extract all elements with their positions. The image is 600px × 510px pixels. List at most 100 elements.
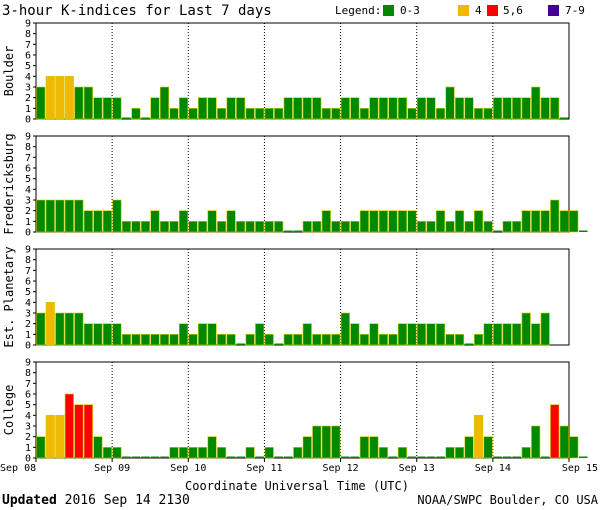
k-bar	[159, 86, 170, 120]
panel-frame	[35, 135, 570, 233]
k-bar	[502, 456, 512, 458]
k-bar	[540, 210, 550, 233]
k-bar	[64, 312, 74, 346]
k-bar	[493, 97, 503, 120]
x-tick-label: Sep 11	[246, 463, 282, 474]
k-bar	[236, 343, 245, 345]
k-bar	[454, 447, 465, 459]
k-bar	[378, 447, 388, 459]
k-bar	[131, 456, 141, 458]
k-bar	[454, 210, 465, 233]
k-bar	[521, 210, 531, 233]
y-tick-label: 3	[25, 83, 31, 94]
k-bar	[454, 334, 465, 346]
k-bar	[255, 108, 265, 120]
panel-frame	[35, 248, 570, 346]
k-bar	[55, 312, 65, 346]
y-tick-label: 7	[25, 153, 31, 164]
y-tick-label: 3	[25, 309, 31, 320]
k-bar	[579, 456, 588, 458]
k-bar	[207, 436, 217, 459]
k-bar	[445, 447, 455, 459]
k-bar	[178, 97, 189, 120]
k-bar	[350, 456, 360, 458]
panel-frame	[35, 361, 570, 459]
k-bar	[150, 456, 160, 458]
k-bar	[426, 221, 436, 233]
k-bar	[445, 334, 455, 346]
footer-updated: Updated 2016 Sep 14 2130	[2, 493, 190, 508]
k-bar	[45, 76, 55, 120]
y-tick-label: 4	[25, 185, 31, 196]
k-bar	[264, 447, 274, 459]
k-bar	[121, 221, 131, 233]
k-bar	[159, 334, 170, 346]
k-bar	[531, 323, 541, 346]
k-bar	[302, 323, 312, 346]
k-bar	[93, 97, 103, 120]
k-bar	[245, 334, 255, 346]
k-bar	[55, 415, 65, 459]
k-bar	[207, 210, 217, 233]
y-tick-label: 0	[25, 228, 31, 239]
y-tick-label: 2	[25, 319, 31, 330]
k-bar	[178, 447, 189, 459]
k-bar	[45, 199, 55, 233]
k-bar	[426, 97, 436, 120]
y-tick-label: 9	[25, 245, 31, 256]
k-bar	[331, 425, 341, 459]
k-bar	[550, 404, 560, 459]
k-bar	[112, 323, 122, 346]
k-bar	[531, 210, 541, 233]
panel-label: Fredericksburg	[2, 133, 16, 234]
k-bar	[559, 117, 569, 119]
y-tick-label: 4	[25, 72, 31, 83]
y-tick-label: 6	[25, 164, 31, 175]
panel-label: Boulder	[2, 46, 16, 97]
k-bar	[435, 108, 446, 120]
k-bar	[331, 334, 341, 346]
k-bar	[217, 447, 227, 459]
k-bar	[64, 393, 74, 459]
k-bar	[312, 334, 322, 346]
k-bar	[198, 323, 208, 346]
y-tick-label: 2	[25, 432, 31, 443]
k-bar	[302, 97, 312, 120]
k-bar	[264, 334, 274, 346]
y-tick-label: 6	[25, 390, 31, 401]
k-bar	[531, 425, 541, 459]
k-bar	[388, 210, 398, 233]
k-bar	[150, 97, 160, 120]
k-bar	[378, 334, 388, 346]
y-tick-label: 4	[25, 411, 31, 422]
k-bar	[559, 425, 569, 459]
k-bar	[340, 221, 350, 233]
k-bar	[36, 312, 46, 346]
k-bar	[83, 323, 93, 346]
k-bar	[454, 97, 465, 120]
k-bar	[321, 425, 331, 459]
k-bar	[540, 312, 550, 346]
y-tick-label: 3	[25, 422, 31, 433]
k-bar	[74, 86, 84, 120]
k-bar	[264, 108, 274, 120]
k-bar	[293, 230, 302, 232]
k-bar	[369, 323, 379, 346]
k-bar	[245, 447, 255, 459]
k-bar	[245, 221, 255, 233]
k-bar	[150, 334, 160, 346]
k-bar	[302, 221, 312, 233]
k-bar	[464, 343, 474, 345]
y-tick-label: 4	[25, 298, 31, 309]
k-bar	[188, 334, 198, 346]
k-bar	[435, 210, 446, 233]
k-bar	[340, 312, 350, 346]
k-bar	[378, 210, 388, 233]
y-tick-label: 1	[25, 104, 31, 115]
k-bar	[121, 334, 131, 346]
y-tick-label: 9	[25, 19, 31, 30]
legend-item-4: 4	[475, 4, 482, 17]
k-bar	[302, 436, 312, 459]
